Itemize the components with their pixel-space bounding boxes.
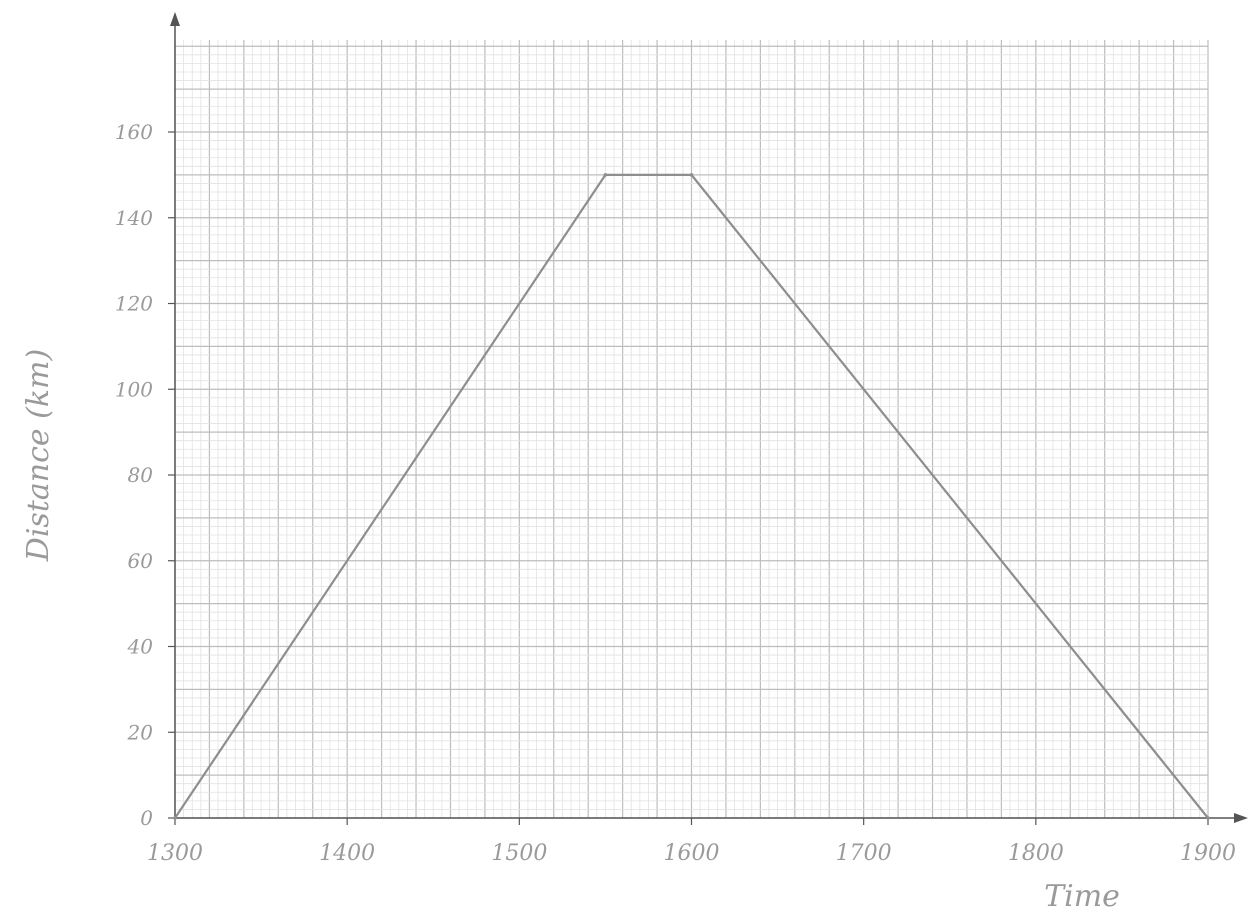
y-tick-label: 20	[127, 720, 154, 744]
y-tick-label: 60	[128, 549, 154, 573]
x-tick-label: 1700	[836, 841, 892, 866]
distance-time-line	[174, 173, 1209, 819]
data-point	[603, 173, 608, 177]
x-tick-label: 1800	[1008, 841, 1064, 866]
y-tick-label: 80	[128, 463, 154, 487]
tick-labels: 1300 1400 1500 1600 1700 1800 1900 0 20 40 60 80 100…	[115, 120, 1236, 866]
x-tick-label: 1300	[147, 841, 203, 866]
y-tick-label: 120	[115, 292, 153, 316]
data-series	[173, 173, 1210, 820]
grid	[174, 40, 1209, 819]
x-tick-label: 1400	[319, 841, 375, 866]
data-point	[173, 816, 177, 820]
y-tick-label: 140	[115, 206, 153, 230]
y-tick-label: 100	[115, 377, 153, 401]
axes	[168, 12, 1248, 825]
x-axis-title: Time	[1044, 879, 1120, 914]
x-tick-label: 1900	[1180, 841, 1236, 866]
y-axis-title: Distance (km)	[21, 349, 56, 562]
y-tick-label: 40	[127, 635, 154, 659]
y-tick-label: 0	[140, 806, 153, 830]
data-point	[1206, 816, 1210, 820]
x-axis-arrow	[1234, 813, 1248, 823]
data-point	[689, 173, 694, 177]
x-tick-label: 1600	[664, 841, 720, 866]
y-axis-arrow	[170, 12, 180, 26]
y-tick-label: 160	[115, 120, 153, 144]
x-tick-label: 1500	[491, 841, 547, 866]
